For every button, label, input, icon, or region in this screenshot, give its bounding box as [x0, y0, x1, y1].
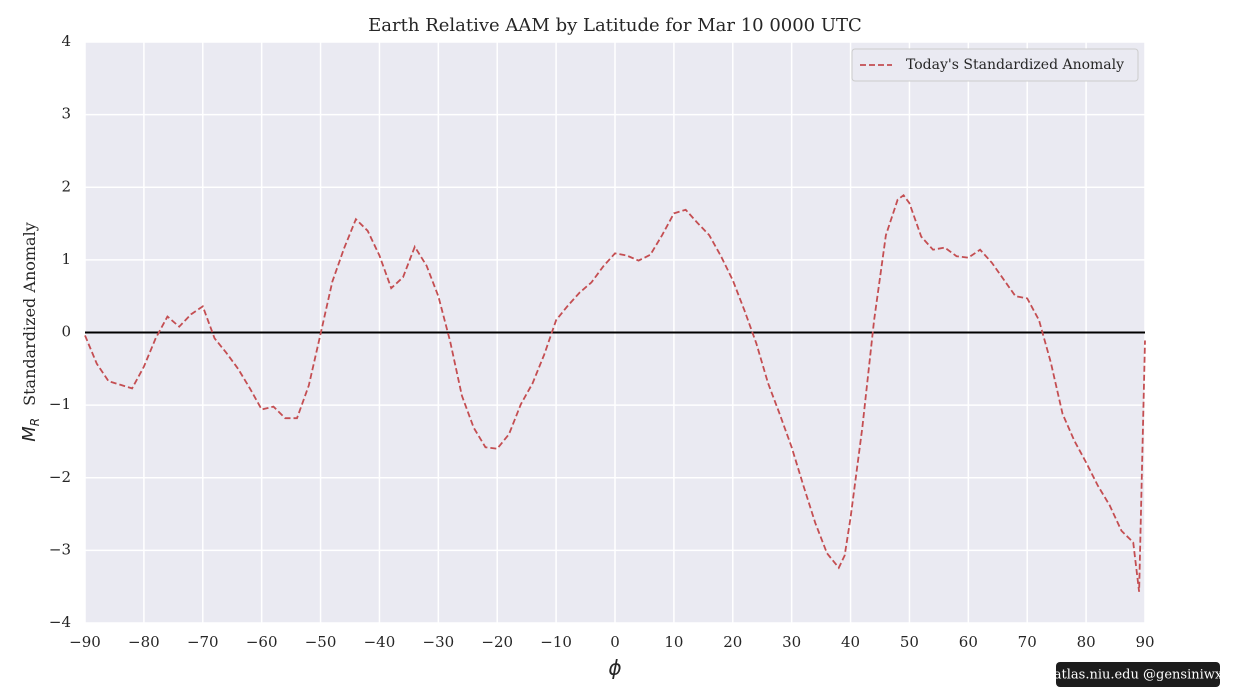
x-tick-label: −60 [246, 633, 278, 651]
data-line [84, 193, 1146, 592]
watermark: atlas.niu.edu @gensiniwx [1054, 668, 1223, 683]
legend-label: Today's Standardized Anomaly [906, 57, 1124, 73]
x-tick-label: −30 [423, 633, 455, 651]
y-tick-label: −2 [49, 468, 71, 486]
legend-box [851, 48, 1139, 82]
y-tick-label: −1 [49, 395, 71, 413]
x-tick-label: −80 [128, 633, 160, 651]
y-tick-label: −4 [49, 613, 71, 631]
x-tick-label: 70 [1018, 633, 1037, 651]
y-tick-label: 1 [61, 250, 71, 268]
y-axis-label: MR Standardized Anomaly [19, 222, 42, 441]
chart-title: Earth Relative AAM by Latitude for Mar 1… [368, 15, 862, 36]
x-tick-label: −50 [305, 633, 337, 651]
x-tick-label: 40 [841, 633, 860, 651]
y-tick-label: 2 [61, 177, 71, 195]
x-tick-label: 90 [1135, 633, 1154, 651]
y-label-text: Standardized Anomaly [20, 222, 39, 406]
x-tick-label: 0 [610, 633, 620, 651]
x-tick-label: −20 [481, 633, 513, 651]
x-tick-label: −40 [364, 633, 396, 651]
x-tick-label: −70 [187, 633, 219, 651]
x-tick-label: 60 [959, 633, 978, 651]
x-tick-label: 50 [900, 633, 919, 651]
x-tick-label: 20 [723, 633, 742, 651]
watermark-box [1056, 662, 1220, 687]
y-label-symbol: M [19, 426, 40, 442]
x-axis-label: ϕ [608, 656, 621, 680]
x-tick-label: 10 [664, 633, 683, 651]
x-tick-label: 30 [782, 633, 801, 651]
y-label-subscript: R [28, 418, 42, 426]
y-tick-label: −3 [49, 540, 71, 558]
x-tick-label: −10 [540, 633, 572, 651]
y-tick-label: 0 [61, 323, 71, 341]
y-tick-label: 3 [61, 105, 71, 123]
x-tick-label: 80 [1077, 633, 1096, 651]
x-tick-label: −90 [69, 633, 101, 651]
y-tick-label: 4 [61, 32, 71, 50]
